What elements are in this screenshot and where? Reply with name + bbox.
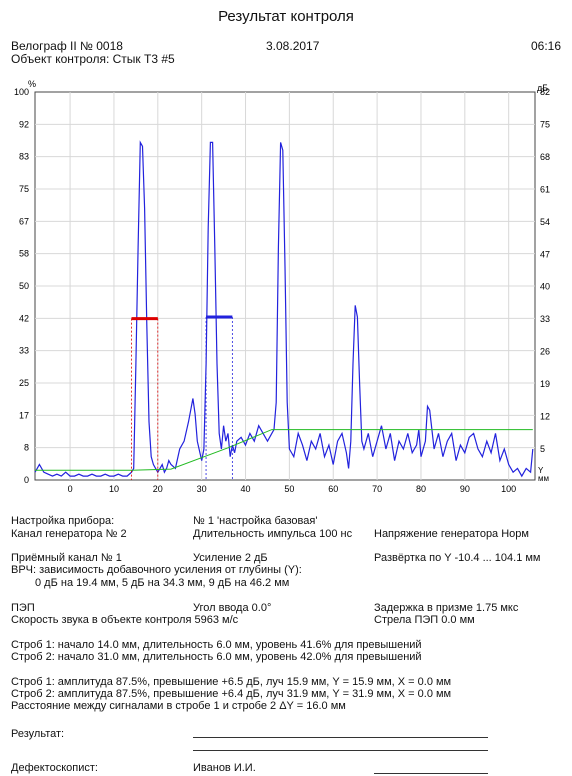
pulse-length: Длительность импульса 100 нс: [193, 528, 353, 540]
chart-series: [34, 140, 534, 478]
chart-gates: [131, 315, 233, 480]
y-tick-left: 100: [14, 87, 29, 97]
y-tick-left: 83: [19, 152, 29, 162]
y-tick-right: 19: [540, 379, 550, 389]
y-axis-label-right: дБ: [537, 83, 548, 93]
x-axis-unit: мм: [538, 474, 549, 483]
x-tick: 90: [460, 484, 470, 494]
y-tick-right: 5: [540, 444, 545, 454]
y-tick-right: 82: [540, 87, 550, 97]
device-name: Велограф II № 0018: [11, 39, 123, 53]
y-tick-left: 75: [19, 184, 29, 194]
tvg-title: ВРЧ: зависимость добавочного усиления от…: [11, 564, 302, 576]
y-tick-right: 61: [540, 184, 550, 194]
operator-label: Дефектоскопист:: [11, 762, 98, 774]
report-time: 06:16: [530, 39, 561, 53]
x-tick: 50: [284, 484, 294, 494]
series-a-scan: [34, 140, 534, 478]
y-tick-right: 75: [540, 119, 550, 129]
chart-grid: [34, 91, 536, 481]
x-tick: 20: [153, 484, 163, 494]
generator-voltage: Напряжение генератора Норм: [374, 528, 529, 540]
report-date: 3.08.2017: [266, 39, 320, 53]
result-line-2: [193, 750, 488, 751]
receiver-channel: Приёмный канал № 1: [11, 552, 122, 564]
y-tick-right: 47: [540, 249, 550, 259]
gate1-result: Строб 1: амплитуда 87.5%, превышение +6.…: [11, 676, 452, 688]
gate1-settings: Строб 1: начало 14.0 мм, длительность 6.…: [11, 639, 422, 651]
y-tick-left: 8: [24, 443, 29, 453]
inspection-object: Объект контроля: Стык Т3 #5: [11, 52, 175, 66]
chart-ticks: 0817253342505867758392100512192633404754…: [14, 87, 550, 494]
y-tick-left: 67: [19, 216, 29, 226]
x-tick: 30: [197, 484, 207, 494]
result-line-1: [193, 737, 488, 738]
tvg-points: 0 дБ на 19.4 мм, 5 дБ на 34.3 мм, 9 дБ н…: [35, 577, 290, 589]
setup-label: Настройка прибора:: [11, 515, 115, 527]
sweep-range: Развёртка по Y -10.4 ... 104.1 мм: [374, 552, 541, 564]
y-tick-left: 25: [19, 378, 29, 388]
x-tick: 100: [501, 484, 516, 494]
prism-delay: Задержка в призме 1.75 мкс: [374, 602, 519, 614]
a-scan-chart: 0817253342505867758392100512192633404754…: [14, 79, 550, 494]
generator-channel: Канал генератора № 2: [11, 528, 127, 540]
y-tick-right: 40: [540, 282, 550, 292]
x-axis-label: Y: [538, 466, 544, 475]
operator-name: Иванов И.И.: [193, 762, 256, 774]
probe-angle: Угол ввода 0.0°: [193, 602, 272, 614]
y-tick-right: 26: [540, 347, 550, 357]
x-tick: 80: [416, 484, 426, 494]
y-tick-left: 42: [19, 313, 29, 323]
y-tick-left: 58: [19, 249, 29, 259]
gate2-settings: Строб 2: начало 31.0 мм, длительность 6.…: [11, 651, 422, 663]
sound-speed: Скорость звука в объекте контроля 5963 м…: [11, 614, 239, 626]
setup-value: № 1 'настройка базовая': [193, 515, 318, 527]
y-tick-left: 50: [19, 281, 29, 291]
y-tick-right: 54: [540, 217, 550, 227]
gate-distance: Расстояние между сигналами в стробе 1 и …: [11, 700, 346, 712]
x-tick: 70: [372, 484, 382, 494]
y-tick-left: 92: [19, 119, 29, 129]
gate2-result: Строб 2: амплитуда 87.5%, превышение +6.…: [11, 688, 452, 700]
result-label: Результат:: [11, 728, 65, 740]
y-tick-left: 0: [24, 475, 29, 485]
y-tick-right: 12: [540, 412, 550, 422]
y-tick-right: 33: [540, 314, 550, 324]
x-tick: 60: [328, 484, 338, 494]
probe-arrow: Стрела ПЭП 0.0 мм: [374, 614, 475, 626]
y-tick-left: 33: [19, 346, 29, 356]
x-tick: 40: [241, 484, 251, 494]
signature-line: [374, 773, 488, 774]
x-tick: 10: [109, 484, 119, 494]
y-tick-right: 68: [540, 152, 550, 162]
y-axis-label-left: %: [28, 79, 36, 89]
series-tvg: [35, 429, 533, 471]
y-tick-left: 17: [19, 410, 29, 420]
probe-label: ПЭП: [11, 602, 35, 614]
report-title: Результат контроля: [218, 8, 354, 25]
gain: Усиление 2 дБ: [193, 552, 268, 564]
x-tick: 0: [68, 484, 73, 494]
